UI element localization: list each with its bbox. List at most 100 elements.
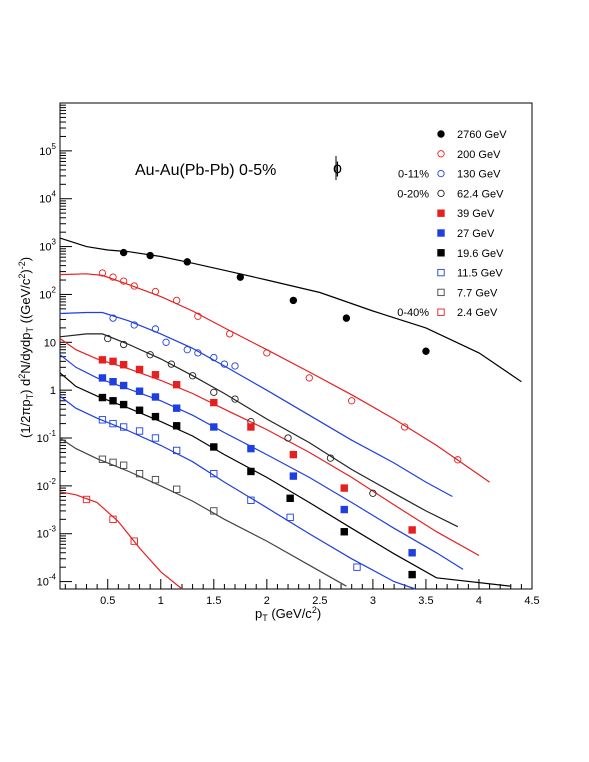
point-11-5-gev [119, 423, 128, 431]
legend-label-7-7-gev: 7.7 GeV [457, 287, 498, 299]
point-2-4-gev [109, 515, 117, 523]
point-39-gev [151, 371, 160, 379]
curve-200-gev [59, 273, 490, 483]
point-62-4-gev [210, 388, 218, 396]
centrality-note: 0-20% [397, 188, 429, 200]
point-19-6-gev [340, 528, 348, 536]
point-19-6-gev [151, 412, 160, 421]
centrality-note: 0-40% [397, 307, 429, 319]
point-7-7-gev [119, 461, 128, 469]
point-2760-gev [422, 347, 430, 355]
point-19-6-gev [119, 400, 128, 409]
y-tick-label: 103 [39, 238, 56, 254]
point-2-4-gev [130, 537, 138, 545]
point-200-gev [454, 456, 462, 464]
point-7-7-gev [135, 470, 144, 478]
chart-title: Au-Au(Pb-Pb) 0-5% [135, 162, 276, 179]
point-7-7-gev [151, 475, 160, 484]
x-tick-label: 3.5 [418, 595, 433, 607]
point-11-5-gev [98, 416, 107, 424]
y-tick-label: 10-1 [37, 429, 57, 445]
point-62-4-gev [369, 489, 377, 497]
legend-marker-62-4-gev [437, 189, 445, 198]
legend-label-27-gev: 27 GeV [457, 228, 495, 240]
point-19-6-gev [98, 393, 107, 402]
point-11-5-gev [109, 419, 117, 428]
y-tick-label: 10 [44, 337, 56, 349]
point-2760-gev [236, 273, 245, 281]
point-27-gev [172, 404, 181, 412]
x-tick-label: 1.5 [206, 595, 221, 607]
y-tick-label: 10-2 [37, 477, 57, 493]
y-axis-label: (1/2πpT) d2N/dydpT ((GeV/c2)-2) [17, 257, 35, 438]
legend-label-62-4-gev: 62.4 GeV [457, 188, 504, 200]
curve-11-5-gev [59, 395, 416, 590]
legend: 2760 GeV 200 GeV 130 GeV 62.4 GeV 39 GeV 27 G… [437, 129, 507, 319]
point-2760-gev [183, 258, 191, 266]
point-27-gev [340, 505, 348, 514]
point-27-gev [247, 444, 255, 453]
x-tick-label: 0.5 [100, 595, 115, 607]
point-130-gev [194, 349, 202, 357]
y-tick-label: 10-4 [37, 573, 57, 589]
legend-label-200-gev: 200 GeV [457, 149, 501, 161]
point-200-gev [226, 330, 234, 338]
point-62-4-gev [284, 434, 292, 442]
point-2760-gev [146, 251, 154, 260]
point-11-5-gev [151, 434, 160, 442]
legend-label-19-6-gev: 19.6 GeV [457, 248, 504, 260]
point-7-7-gev [109, 458, 117, 467]
point-27-gev [119, 381, 128, 390]
point-200-gev [109, 273, 117, 281]
point-130-gev [151, 325, 160, 333]
legend-marker-11-5-gev [437, 268, 445, 277]
point-2-4-gev [82, 495, 91, 504]
x-tick-label: 4.5 [524, 595, 539, 607]
point-2760-gev [289, 296, 298, 305]
point-7-7-gev [210, 507, 218, 515]
point-27-gev [135, 387, 144, 395]
curve-2760-gev [59, 237, 522, 383]
point-19-6-gev [172, 422, 181, 430]
point-19-6-gev [109, 397, 117, 405]
point-11-5-gev [247, 496, 255, 504]
legend-label-2-4-gev: 2.4 GeV [457, 307, 498, 319]
x-axis-label: pT (GeV/c2) [255, 605, 321, 623]
x-tick-label: 2 [264, 595, 270, 607]
legend-marker-7-7-gev [437, 288, 445, 297]
point-27-gev [289, 472, 298, 480]
legend-label-2760-gev: 2760 GeV [457, 129, 507, 141]
data-points [82, 248, 462, 579]
curve-2-4-gev [59, 491, 183, 590]
point-39-gev [98, 356, 107, 364]
point-62-4-gev [188, 372, 197, 380]
point-7-7-gev [98, 455, 107, 463]
legend-marker-19-6-gev [437, 249, 445, 257]
legend-marker-130-gev [437, 169, 445, 178]
point-200-gev [98, 269, 107, 277]
point-19-6-gev [135, 406, 144, 414]
point-130-gev [109, 314, 117, 322]
centrality-notes: 0-11% 0-20% 0-40% [397, 169, 429, 320]
point-62-4-gev [119, 340, 128, 349]
point-27-gev [408, 549, 416, 557]
y-tick-label: 10-3 [37, 525, 57, 541]
point-19-6-gev [210, 443, 218, 451]
model-curves [59, 237, 522, 590]
point-130-gev [183, 346, 191, 354]
plot-frame [59, 102, 533, 590]
point-11-5-gev [286, 513, 294, 521]
x-tick-label: 4 [476, 595, 482, 607]
point-39-gev [247, 423, 255, 431]
point-11-5-gev [210, 470, 218, 478]
point-27-gev [151, 393, 160, 401]
point-200-gev [130, 282, 138, 290]
point-62-4-gev [326, 454, 335, 462]
point-19-6-gev [286, 494, 294, 502]
curve-62-4-gev [59, 333, 459, 528]
point-39-gev [289, 450, 298, 459]
curve-27-gev [59, 354, 464, 570]
legend-marker-39-gev [437, 209, 445, 217]
curve-39-gev [59, 338, 480, 557]
